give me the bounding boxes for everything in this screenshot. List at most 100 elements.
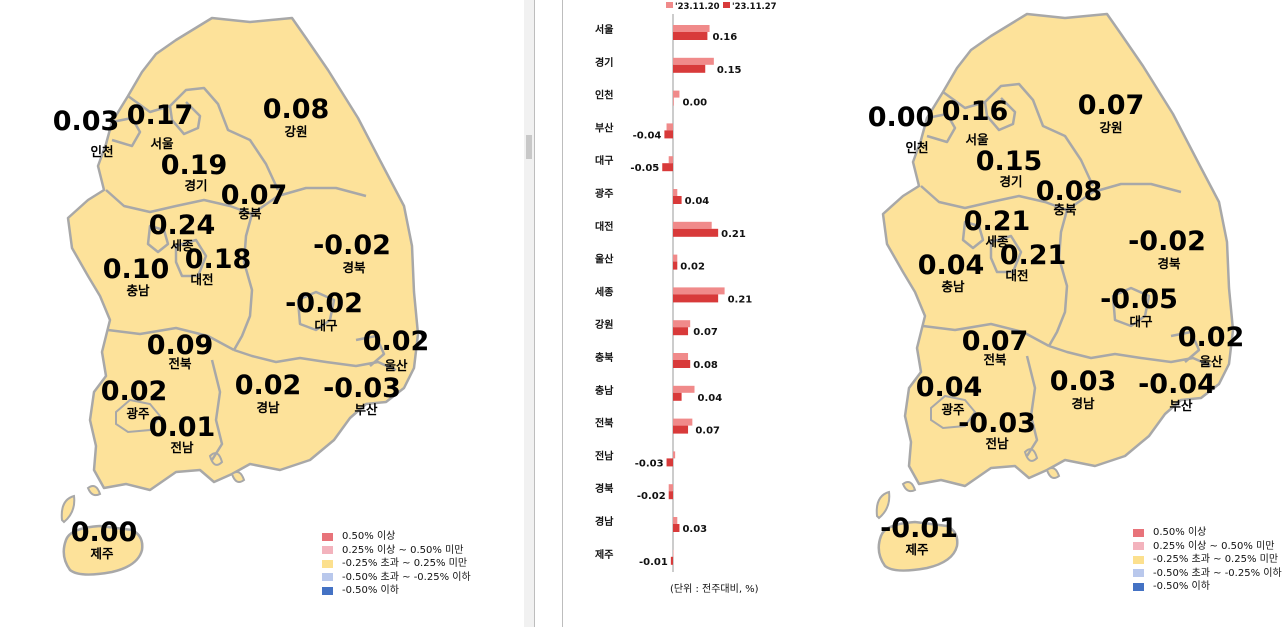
category-label: 대구	[595, 154, 613, 167]
value-label: 0.16	[713, 32, 738, 43]
region-value: 0.02	[235, 370, 302, 401]
value-label: 0.15	[717, 65, 742, 76]
legend-label-curr: '23.11.27	[732, 2, 777, 12]
chart-unit-note: (단위 : 전주대비, %)	[670, 584, 759, 595]
korea-map-right: 0.00인천0.16서울0.15경기0.07강원0.08충북0.21세종0.21…	[868, 12, 1244, 572]
region-value: 0.07	[221, 180, 288, 211]
map-legend-left: 0.50% 이상 0.25% 이상 ~ 0.50% 미만 -0.25% 초과 ~ 0…	[322, 530, 471, 598]
bar-prev	[673, 320, 691, 328]
region-name: 대구	[1129, 314, 1153, 329]
bar-prev	[673, 517, 678, 524]
bar-curr	[673, 294, 719, 303]
bar-prev	[673, 90, 680, 98]
bar-chart-panel: '23.11.20 '23.11.27 서울 0.16 경기 0.15 인천 0.00 부산 -0…	[563, 0, 813, 627]
region-name: 강원	[1099, 120, 1122, 135]
bar-prev	[673, 353, 689, 360]
bar-curr	[664, 130, 673, 139]
region-value: -0.02	[285, 288, 363, 319]
region-value: -0.04	[1138, 369, 1216, 400]
small-island-shape	[86, 485, 102, 497]
bar-curr	[673, 392, 682, 401]
region-value: 0.10	[103, 254, 170, 285]
legend-label: 0.50% 이상	[342, 531, 396, 542]
bar-prev	[673, 418, 693, 426]
region-name: 충남	[126, 283, 150, 298]
region-border	[146, 224, 170, 254]
legend-item: -0.25% 초과 ~ 0.25% 미만	[1133, 553, 1282, 567]
region-name: 강원	[284, 124, 307, 139]
value-label: 0.08	[693, 360, 718, 371]
category-label: 부산	[595, 121, 614, 134]
bar-curr	[673, 360, 691, 368]
region-name: 울산	[384, 358, 408, 373]
category-label: 경남	[595, 515, 614, 528]
region-name: 전남	[170, 440, 194, 455]
region-border	[1111, 286, 1151, 328]
region-border	[1170, 330, 1201, 363]
legend-swatch	[322, 573, 333, 582]
category-label: 경기	[595, 56, 613, 69]
region-name: 전남	[985, 436, 1009, 451]
map-panel-left: 0.03 인천 0.17 서울 0.19 경기 0.08 강원 0.07 충북 0.24 세종 0.18…	[0, 0, 520, 627]
small-island-shape	[1045, 467, 1061, 479]
legend-swatch	[1133, 569, 1144, 578]
bar-prev	[673, 451, 676, 459]
category-label: 경북	[595, 482, 613, 495]
value-label: 0.02	[680, 262, 705, 273]
legend-label: -0.25% 초과 ~ 0.25% 미만	[1153, 554, 1279, 565]
value-label: -0.03	[635, 458, 664, 469]
category-label: 광주	[595, 188, 613, 200]
region-name: 경북	[342, 260, 366, 275]
legend-label: 0.50% 이상	[1153, 527, 1207, 538]
jeju-island-shape	[62, 524, 144, 576]
region-border	[105, 186, 367, 216]
value-label: 0.04	[698, 393, 723, 404]
region-border	[942, 82, 1095, 187]
legend-label: -0.25% 초과 ~ 0.25% 미만	[342, 558, 468, 569]
bar-curr	[673, 327, 689, 336]
category-label: 인천	[595, 89, 613, 102]
legend-label: -0.50% 초과 ~ -0.25% 이하	[1153, 567, 1282, 579]
legend-swatch	[322, 532, 333, 541]
bar-prev	[673, 254, 678, 262]
region-name: 경남	[1071, 396, 1095, 411]
region-border	[961, 220, 985, 250]
legend-item: -0.25% 초과 ~ 0.25% 미만	[322, 557, 471, 571]
value-label: 0.03	[682, 524, 707, 535]
bar-curr	[666, 458, 673, 467]
scrollbar[interactable]	[524, 0, 534, 627]
region-name: 전북	[983, 352, 1007, 367]
value-label: 0.00	[682, 98, 707, 109]
value-label: 0.21	[721, 229, 746, 240]
legend-label: 0.25% 이상 ~ 0.50% 미만	[1153, 540, 1275, 552]
region-border	[1047, 209, 1069, 347]
region-border	[920, 182, 1182, 212]
bar-curr	[668, 491, 673, 500]
value-label: 0.04	[685, 196, 710, 207]
bar-prev	[673, 287, 725, 295]
region-name: 광주	[941, 402, 965, 417]
bar-prev	[673, 189, 678, 196]
legend-swatch	[1133, 555, 1144, 564]
region-value: 0.21	[964, 206, 1031, 237]
legend-swatch	[1133, 582, 1144, 591]
bar-curr	[670, 556, 673, 565]
region-name: 울산	[1199, 354, 1223, 369]
legend-swatch	[322, 586, 333, 595]
region-name: 제주	[90, 546, 114, 561]
small-island-shape	[60, 494, 76, 524]
jeju-island-shape	[877, 520, 959, 572]
bar-curr	[673, 228, 719, 237]
region-value: 0.02	[363, 326, 430, 357]
bar-curr	[673, 32, 708, 40]
value-label: -0.04	[633, 130, 662, 141]
bar-curr	[662, 163, 673, 172]
legend-item: -0.50% 초과 ~ -0.25% 이하	[322, 571, 471, 585]
bar-prev	[673, 25, 710, 32]
region-value: -0.03	[323, 373, 401, 404]
bar-curr	[673, 97, 674, 106]
region-value: 0.16	[942, 96, 1009, 127]
region-value: 0.00	[71, 517, 138, 548]
region-value: 0.18	[185, 244, 252, 275]
scrollbar-thumb[interactable]	[526, 135, 532, 159]
